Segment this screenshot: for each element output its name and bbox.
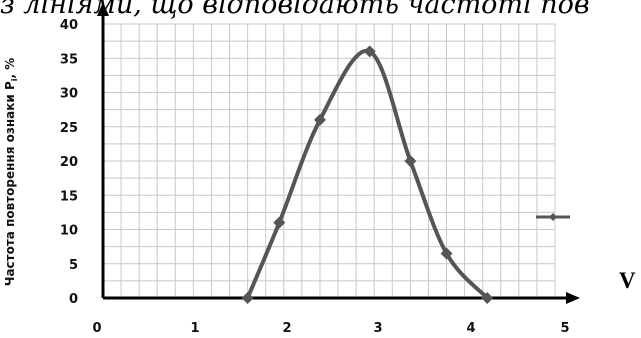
x-tick-label: 2	[282, 321, 291, 336]
data-point-marker	[273, 216, 286, 229]
data-point-marker	[363, 45, 376, 58]
y-axis-label-unit: , %	[3, 58, 17, 79]
legend-marker	[549, 213, 557, 221]
x-tick-label: 4	[466, 321, 475, 336]
y-axis-arrow	[97, 2, 109, 16]
y-tick-label: 15	[60, 189, 78, 204]
header-text-fragment: з лініями, що відповідають частоті пов	[0, 0, 590, 20]
y-tick-label: 30	[60, 87, 78, 102]
y-axis-label-subscript: i	[10, 78, 19, 81]
data-point-marker	[440, 247, 453, 260]
y-tick-label: 0	[69, 292, 78, 307]
data-point-marker	[404, 155, 417, 167]
x-tick-label: 0	[92, 321, 101, 336]
data-point-marker	[481, 292, 494, 304]
data-point-marker	[241, 292, 254, 304]
y-axis-label: Частота повторення ознаки Рi, %	[3, 58, 19, 287]
x-axis-arrow	[566, 292, 580, 304]
chart-legend	[536, 213, 570, 221]
y-tick-label: 35	[60, 52, 78, 67]
y-tick-label: 25	[60, 121, 78, 136]
data-point-marker	[313, 113, 326, 126]
y-tick-label: 5	[69, 258, 78, 273]
y-tick-labels: 0 5 10 15 20 25 30 35 40	[60, 18, 78, 307]
x-tick-label: 1	[190, 321, 199, 336]
side-letter: V	[619, 268, 636, 293]
x-tick-labels: 0 1 2 3 4 5	[92, 321, 569, 336]
y-tick-label: 40	[60, 18, 78, 33]
y-tick-label: 10	[60, 224, 78, 239]
x-tick-label: 5	[560, 321, 569, 336]
y-axis-label-main: Частота повторення ознаки Р	[3, 81, 17, 286]
y-tick-label: 20	[60, 155, 78, 170]
chart-grid	[103, 23, 556, 298]
data-series	[241, 45, 494, 304]
x-tick-label: 3	[373, 321, 382, 336]
